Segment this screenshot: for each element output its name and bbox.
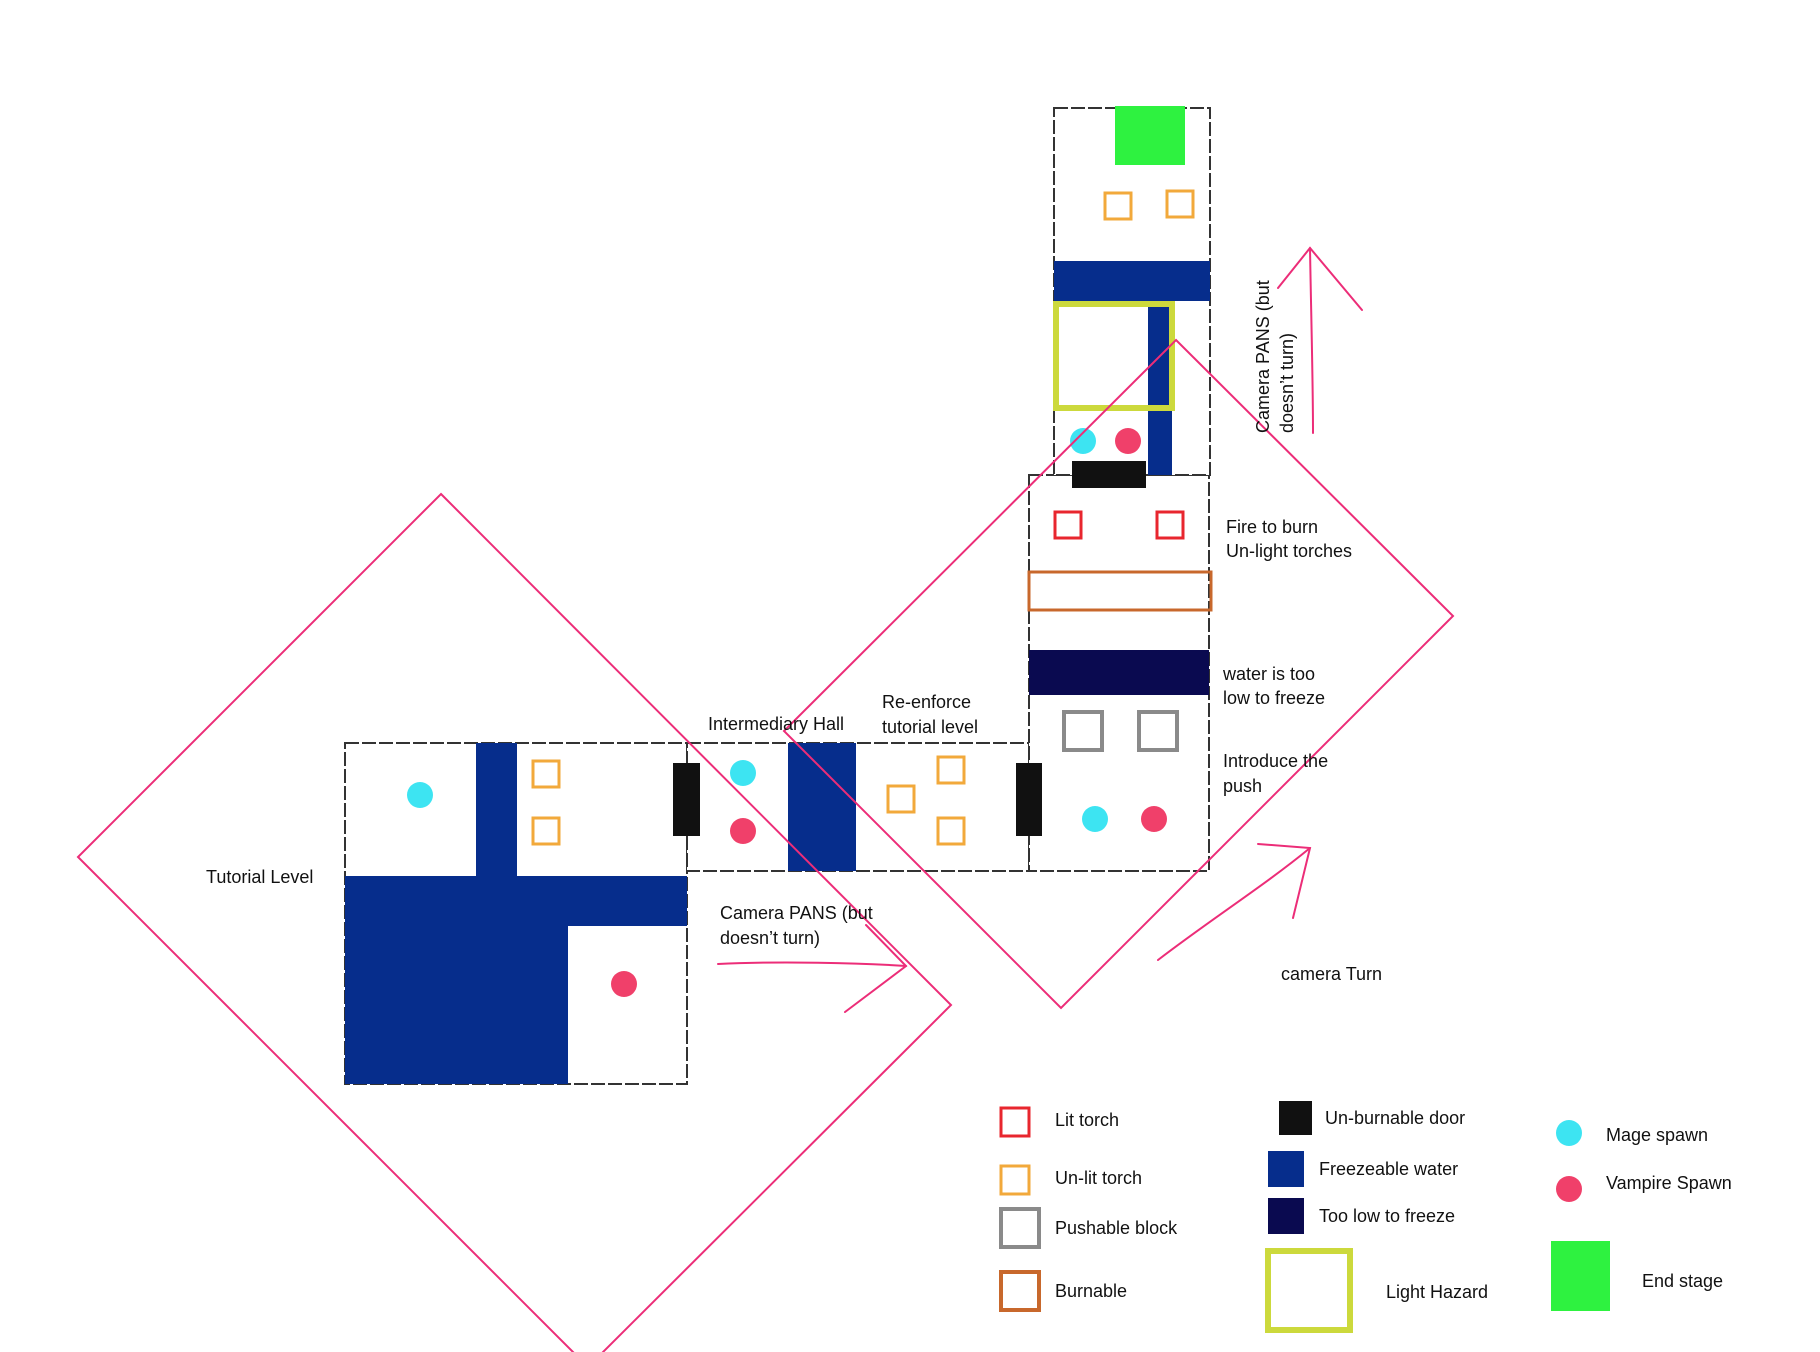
fire-burn-label-line1: Fire to burn: [1226, 517, 1318, 537]
unlit-torch-icon: [1165, 189, 1195, 219]
introduce-push-label-line2: push: [1223, 776, 1262, 796]
vampire-spawn-marker: [611, 971, 637, 997]
legend-vampire-spawn-icon: [1556, 1176, 1582, 1202]
legend-end-stage-icon: [1551, 1241, 1610, 1311]
unlit-torch-icon: [936, 816, 966, 846]
legend-burnable-label: Burnable: [1055, 1281, 1127, 1301]
light-hazard-zone: [1053, 301, 1175, 411]
map-labels: Tutorial Level Intermediary Hall Re-enfo…: [206, 280, 1382, 984]
legend-door-icon: [1279, 1101, 1312, 1135]
mage-spawn-marker: [730, 760, 756, 786]
vampire-spawn-marker: [1141, 806, 1167, 832]
pushable-blocks: [1062, 710, 1179, 752]
freezeable-water-tile: [345, 876, 687, 926]
camera-pan-right-arrow: [717, 924, 908, 1013]
freezeable-water-tile: [345, 924, 568, 1084]
legend-unlit-torch-icon: [999, 1164, 1031, 1196]
lit-torch-icon: [1053, 510, 1083, 540]
unlit-torch-icon: [1103, 191, 1133, 221]
second-camera-zone: [782, 338, 1455, 1010]
camera-arrows: [717, 246, 1363, 1013]
unburnable-door: [1072, 461, 1146, 488]
lit-torch-icon: [1155, 510, 1185, 540]
legend-pushable-block-label: Pushable block: [1055, 1218, 1178, 1238]
tutorial-level-label: Tutorial Level: [206, 867, 313, 887]
legend-mage-spawn-icon: [1556, 1120, 1582, 1146]
water-too-low-label-line1: water is too: [1222, 664, 1315, 684]
unlit-torch-icon: [531, 816, 561, 846]
legend-too-low-label: Too low to freeze: [1319, 1206, 1455, 1226]
unlit-torch-icon: [531, 759, 561, 789]
freezeable-water-tile: [1054, 261, 1210, 301]
legend-lit-torch-label: Lit torch: [1055, 1110, 1119, 1130]
camera-pan-up-arrow: [1277, 246, 1363, 434]
vampire-spawn-marker: [1115, 428, 1141, 454]
burnable-barrier: [1027, 570, 1213, 612]
reenforce-label-line1: Re-enforce: [882, 692, 971, 712]
unburnable-door: [673, 763, 700, 836]
freezeable-water-tile: [476, 743, 517, 878]
too-low-water-tile: [1029, 650, 1209, 695]
legend-light-hazard-icon: [1265, 1248, 1353, 1333]
mage-spawn-marker: [1070, 428, 1096, 454]
legend-end-stage-label: End stage: [1642, 1271, 1723, 1291]
unlit-torch-icon: [886, 784, 916, 814]
torches: [531, 189, 1195, 846]
doors: [673, 461, 1146, 836]
camera-pans-label-line1: Camera PANS (but: [720, 903, 873, 923]
reenforce-label-line2: tutorial level: [882, 717, 978, 737]
camera-turn-arrow: [1157, 843, 1312, 961]
freezeable-water-tile: [788, 743, 856, 871]
legend-pushable-block-icon: [999, 1207, 1041, 1249]
camera-pans-label-line2: doesn’t turn): [720, 928, 820, 948]
mage-spawn-marker: [1082, 806, 1108, 832]
water-too-low-label-line2: low to freeze: [1223, 688, 1325, 708]
pushable-block: [1137, 710, 1179, 752]
legend-freezeable-water-icon: [1268, 1151, 1304, 1187]
camera-turn-label: camera Turn: [1281, 964, 1382, 984]
vampire-spawn-marker: [730, 818, 756, 844]
legend-light-hazard-label: Light Hazard: [1386, 1282, 1488, 1302]
legend-mage-spawn-label: Mage spawn: [1606, 1125, 1708, 1145]
intermediary-hall-label: Intermediary Hall: [708, 714, 844, 734]
pushable-block: [1062, 710, 1104, 752]
unburnable-door: [1016, 763, 1042, 836]
water-tiles: [345, 261, 1210, 1084]
legend-freezeable-water-label: Freezeable water: [1319, 1159, 1458, 1179]
fire-burn-label-line2: Un-light torches: [1226, 541, 1352, 561]
camera-zones: [76, 338, 1455, 1352]
freezeable-water-tile: [1148, 302, 1172, 475]
legend-lit-torch-icon: [999, 1106, 1031, 1138]
end-stage-tile: [1115, 106, 1185, 165]
unlit-torch-icon: [936, 755, 966, 785]
legend-door-label: Un-burnable door: [1325, 1108, 1465, 1128]
introduce-push-label-line1: Introduce the: [1223, 751, 1328, 771]
tutorial-camera-zone: [76, 492, 953, 1352]
legend-vampire-spawn-label: Vampire Spawn: [1606, 1173, 1732, 1193]
mage-spawn-marker: [407, 782, 433, 808]
camera-pans-vertical-label-line2: doesn’t turn): [1277, 333, 1297, 433]
legend-burnable-icon: [999, 1270, 1041, 1312]
legend: Lit torch Un-lit torch Pushable block Bu…: [999, 1101, 1732, 1333]
spawns: [407, 428, 1167, 997]
legend-too-low-icon: [1268, 1198, 1304, 1234]
camera-pans-vertical-label-line1: Camera PANS (but: [1253, 280, 1273, 433]
legend-unlit-torch-label: Un-lit torch: [1055, 1168, 1142, 1188]
